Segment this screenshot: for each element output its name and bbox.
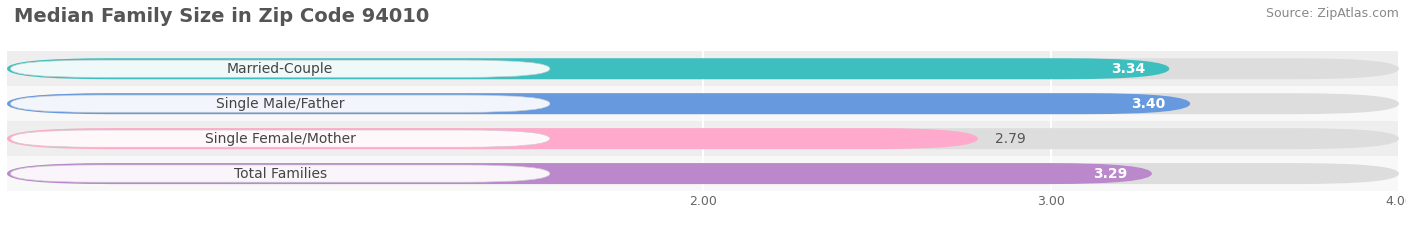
Text: Source: ZipAtlas.com: Source: ZipAtlas.com <box>1265 7 1399 20</box>
FancyBboxPatch shape <box>7 128 979 149</box>
Text: Single Male/Father: Single Male/Father <box>217 97 344 111</box>
Text: 3.40: 3.40 <box>1132 97 1166 111</box>
Text: 3.29: 3.29 <box>1094 167 1128 181</box>
Text: Single Female/Mother: Single Female/Mother <box>205 132 356 146</box>
FancyBboxPatch shape <box>7 128 1399 149</box>
FancyBboxPatch shape <box>7 86 1399 121</box>
Text: Total Families: Total Families <box>233 167 326 181</box>
FancyBboxPatch shape <box>7 121 1399 156</box>
FancyBboxPatch shape <box>7 51 1399 86</box>
Text: 3.34: 3.34 <box>1111 62 1144 76</box>
Text: 2.79: 2.79 <box>995 132 1026 146</box>
FancyBboxPatch shape <box>10 130 550 147</box>
Text: Married-Couple: Married-Couple <box>228 62 333 76</box>
Text: Median Family Size in Zip Code 94010: Median Family Size in Zip Code 94010 <box>14 7 429 26</box>
FancyBboxPatch shape <box>10 95 550 112</box>
FancyBboxPatch shape <box>7 58 1170 79</box>
FancyBboxPatch shape <box>7 93 1399 114</box>
FancyBboxPatch shape <box>7 163 1152 184</box>
FancyBboxPatch shape <box>7 163 1399 184</box>
FancyBboxPatch shape <box>7 156 1399 191</box>
FancyBboxPatch shape <box>10 60 550 77</box>
FancyBboxPatch shape <box>7 93 1191 114</box>
FancyBboxPatch shape <box>7 58 1399 79</box>
FancyBboxPatch shape <box>10 165 550 182</box>
